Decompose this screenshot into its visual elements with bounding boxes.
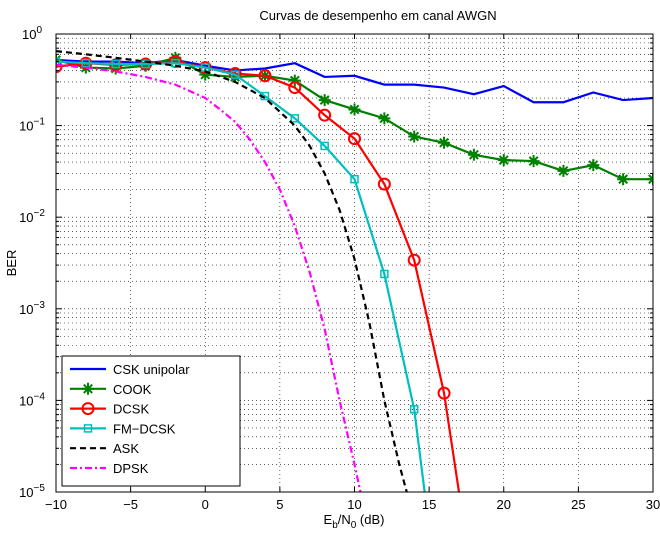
y-tick-label: 10−3 bbox=[19, 300, 45, 317]
x-label-tail: (dB) bbox=[356, 512, 384, 527]
y-tick-label: 10−4 bbox=[19, 391, 45, 408]
series-line-dpsk bbox=[56, 63, 362, 492]
data-point-fm-dcsk bbox=[350, 174, 359, 184]
legend-label-ask: ASK bbox=[113, 441, 139, 456]
data-point-cook bbox=[169, 51, 182, 64]
data-point-cook bbox=[348, 103, 361, 116]
data-point-cook bbox=[467, 148, 480, 161]
y-axis-label: BER bbox=[4, 250, 19, 277]
data-point-cook bbox=[527, 155, 540, 168]
data-point-cook bbox=[497, 154, 510, 167]
legend-marker-fm-dcsk bbox=[83, 424, 93, 433]
data-point-dcsk bbox=[258, 69, 272, 83]
x-tick-label: 10 bbox=[347, 497, 361, 512]
data-point-dcsk bbox=[437, 386, 451, 400]
y-tick-label: 10−5 bbox=[19, 483, 45, 500]
x-tick-label: 20 bbox=[497, 497, 511, 512]
x-label-sub1: b bbox=[332, 520, 338, 531]
x-tick-label: −10 bbox=[45, 497, 67, 512]
data-point-cook bbox=[229, 70, 242, 83]
data-point-cook bbox=[139, 59, 152, 72]
x-tick-label: 15 bbox=[422, 497, 436, 512]
legend-marker-dcsk bbox=[81, 402, 95, 416]
data-point-fm-dcsk bbox=[230, 70, 240, 79]
x-tick-label: −5 bbox=[123, 497, 138, 512]
data-point-fm-dcsk bbox=[320, 141, 329, 151]
data-point-cook bbox=[199, 68, 212, 81]
x-label-mid: /N bbox=[338, 512, 351, 527]
x-label-sub2: 0 bbox=[351, 520, 357, 531]
data-point-dcsk bbox=[377, 177, 391, 191]
data-point-fm-dcsk bbox=[290, 114, 300, 123]
data-point-cook bbox=[79, 61, 92, 74]
data-point-dcsk bbox=[318, 108, 332, 122]
x-axis-label: Eb/N0 (dB) bbox=[324, 512, 385, 531]
x-tick-label: 25 bbox=[571, 497, 585, 512]
data-point-cook bbox=[288, 74, 301, 87]
legend-label-csk-unipolar: CSK unipolar bbox=[113, 362, 190, 377]
ticks: −10 −5 0 5 10 15 20 25 30 100 10−1 10−2 10−3 10−4 10−5 bbox=[19, 25, 660, 512]
legend-box bbox=[61, 355, 241, 487]
legend-marker-cook bbox=[82, 382, 94, 395]
y-tick-label: 100 bbox=[22, 25, 42, 42]
series-line-fm-dcsk bbox=[56, 60, 426, 492]
x-tick-label: 0 bbox=[202, 497, 209, 512]
data-point-cook bbox=[109, 62, 122, 75]
data-point-cook bbox=[318, 94, 331, 107]
legend: CSK unipolar COOK DCSK FM−DCSK ASK DPSK bbox=[61, 355, 241, 487]
series-layer bbox=[56, 50, 653, 492]
data-point-fm-dcsk bbox=[380, 269, 389, 279]
data-point-cook bbox=[408, 130, 421, 143]
series-line-ask bbox=[56, 50, 408, 492]
data-point-dcsk bbox=[407, 253, 421, 267]
data-point-fm-dcsk bbox=[409, 405, 419, 414]
legend-label-dcsk: DCSK bbox=[113, 402, 149, 417]
data-point-fm-dcsk bbox=[56, 57, 61, 66]
data-point-fm-dcsk bbox=[111, 59, 120, 69]
legend-label-fm-dcsk: FM−DCSK bbox=[113, 421, 176, 436]
data-point-cook bbox=[617, 173, 630, 186]
data-point-cook bbox=[378, 112, 391, 125]
x-label-main: E bbox=[324, 512, 333, 527]
legend-label-dpsk: DPSK bbox=[113, 461, 149, 476]
series-dpsk bbox=[56, 63, 362, 492]
y-tick-label: 10−2 bbox=[19, 208, 45, 225]
x-tick-label: 5 bbox=[276, 497, 283, 512]
chart-title: Curvas de desempenho em canal AWGN bbox=[259, 8, 496, 23]
data-point-cook bbox=[587, 159, 600, 172]
series-ask bbox=[56, 50, 408, 492]
x-tick-label: 30 bbox=[646, 497, 660, 512]
y-tick-label: 10−1 bbox=[19, 117, 45, 134]
data-point-dcsk bbox=[348, 132, 361, 146]
data-point-cook bbox=[557, 164, 570, 177]
data-point-fm-dcsk bbox=[81, 58, 91, 68]
data-point-dcsk bbox=[288, 81, 302, 95]
data-point-cook bbox=[438, 136, 451, 149]
data-point-dcsk bbox=[56, 60, 63, 74]
legend-label-cook: COOK bbox=[113, 382, 152, 397]
